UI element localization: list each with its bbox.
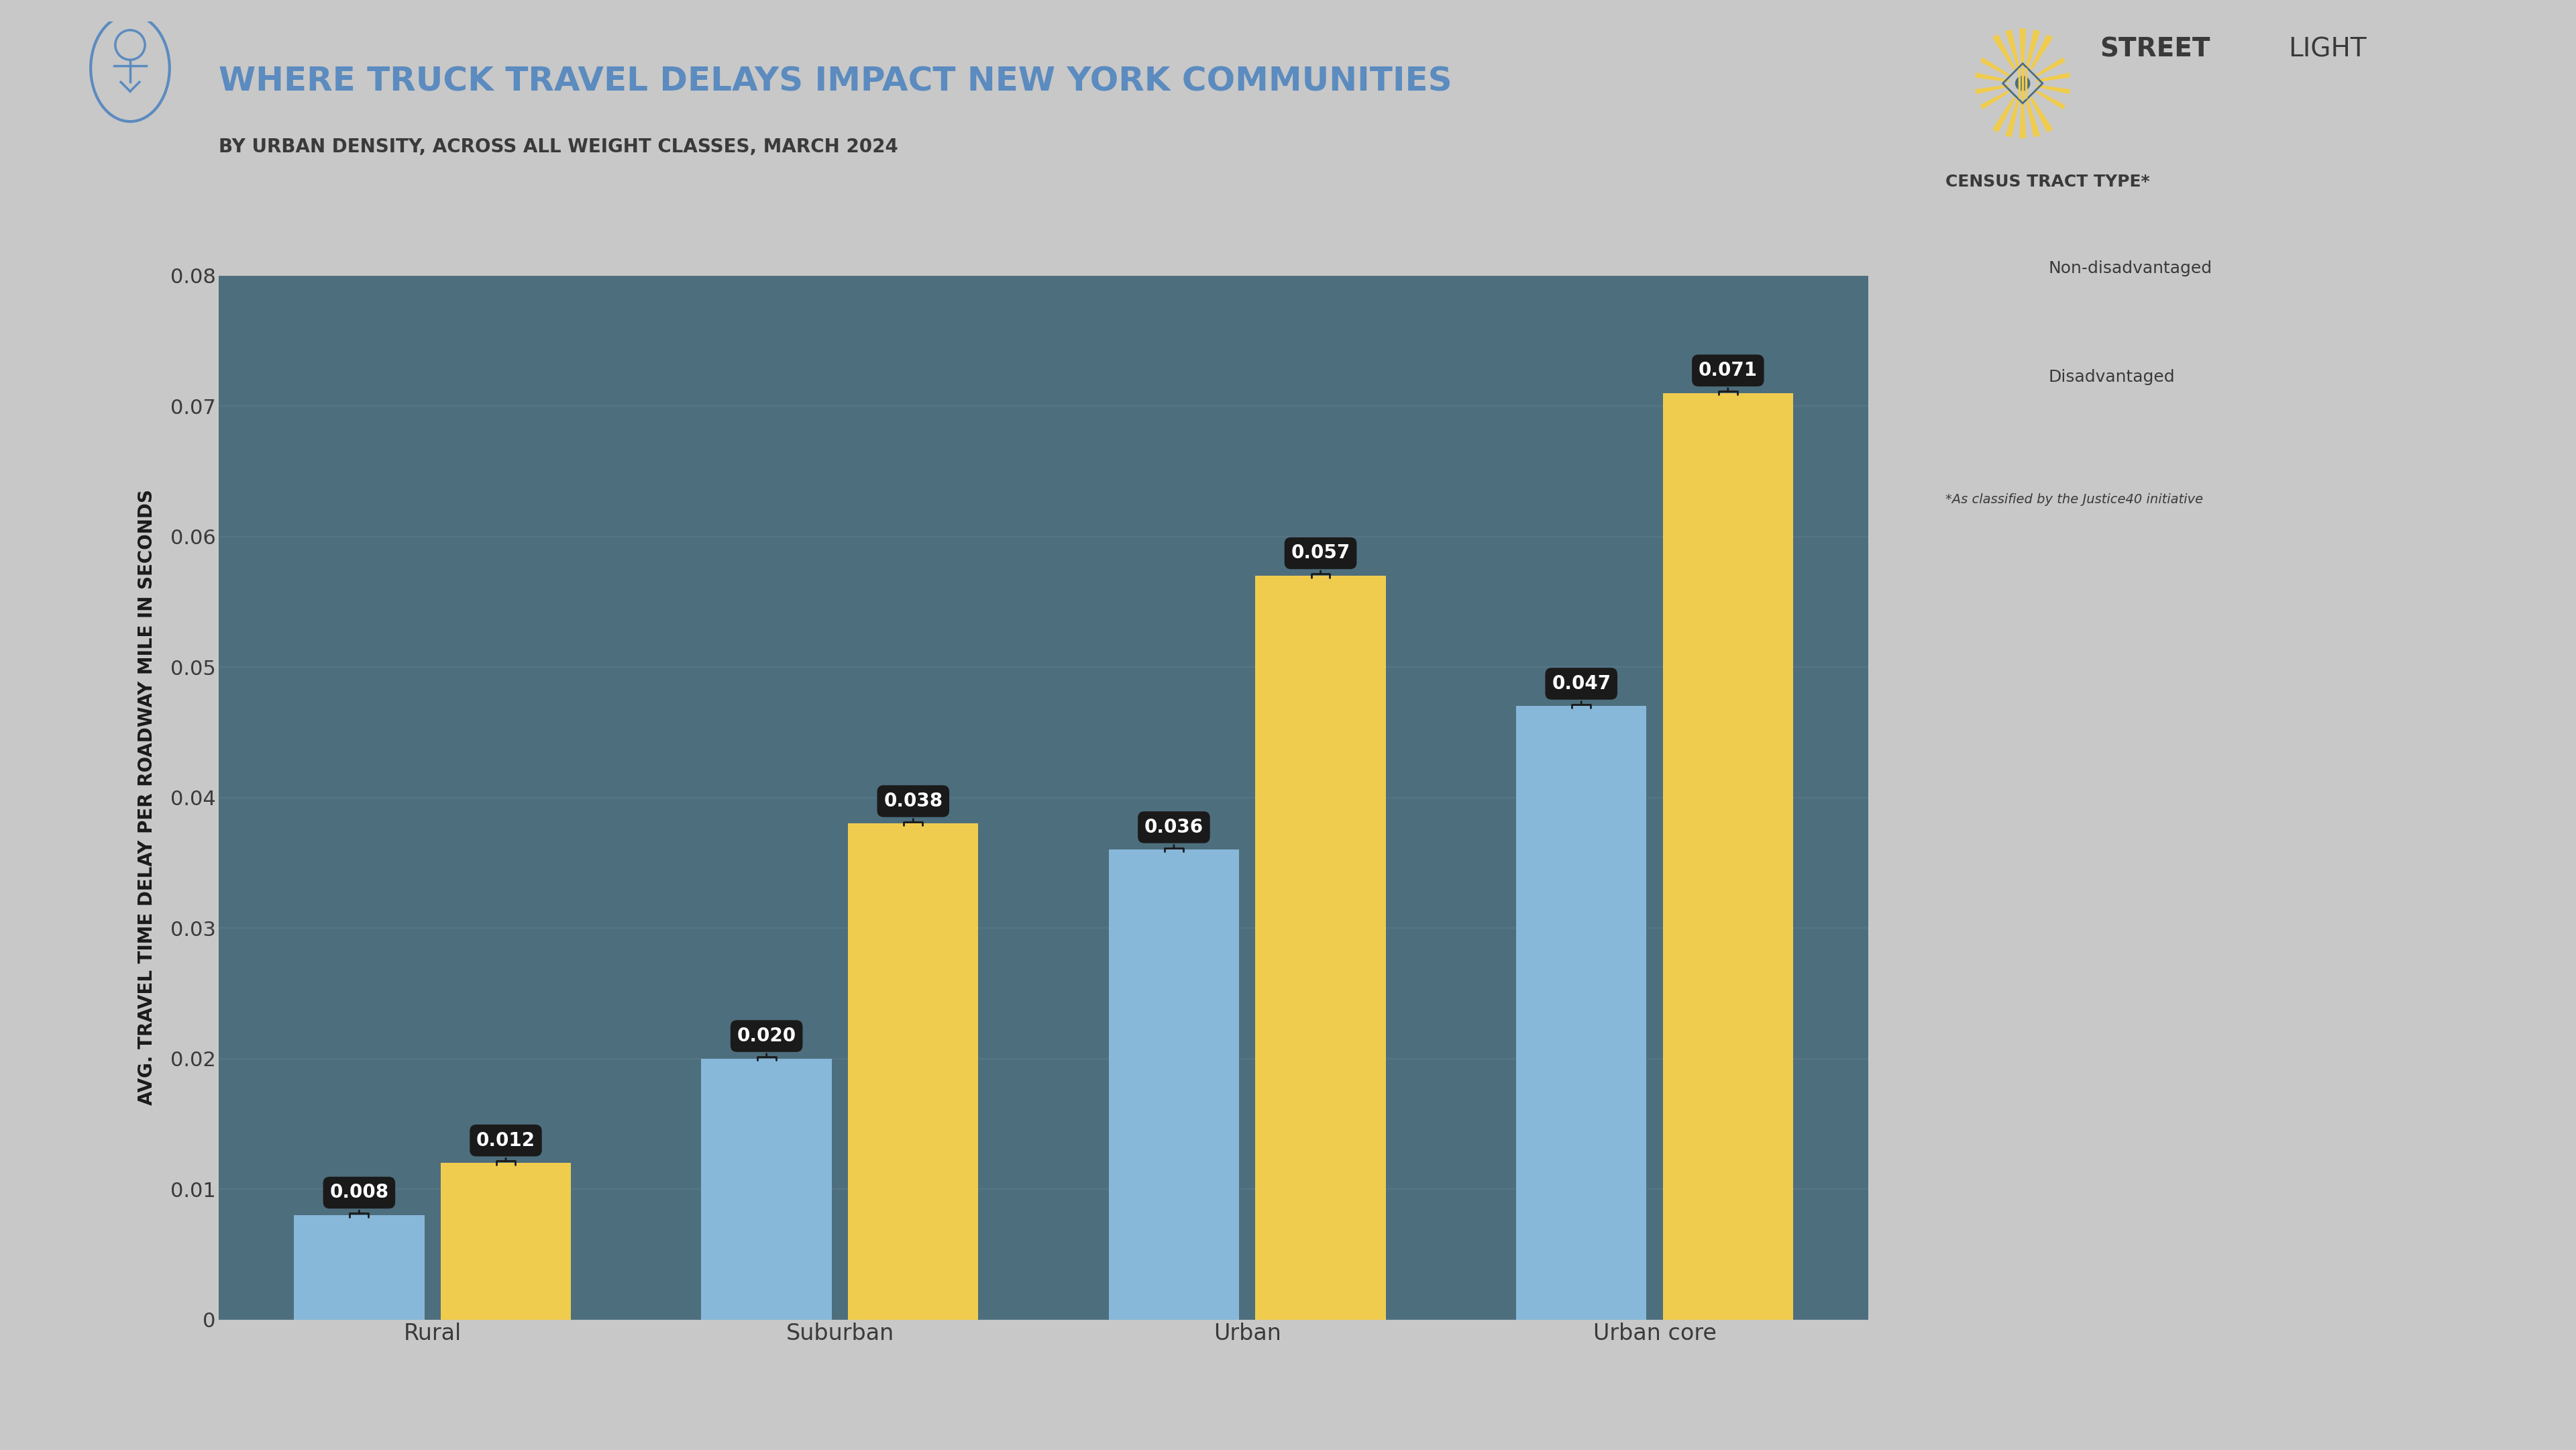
Wedge shape <box>1981 58 2009 77</box>
Wedge shape <box>2020 29 2025 67</box>
Text: Non-disadvantaged: Non-disadvantaged <box>2048 260 2213 277</box>
Wedge shape <box>1981 90 2009 109</box>
Bar <box>1515 706 1646 1320</box>
Text: STREET: STREET <box>2099 36 2210 62</box>
Bar <box>1662 393 1793 1320</box>
Text: 0.036: 0.036 <box>1144 818 1203 851</box>
Bar <box>440 1163 572 1320</box>
Circle shape <box>2014 77 2030 90</box>
Wedge shape <box>2020 100 2025 138</box>
Text: Disadvantaged: Disadvantaged <box>2048 368 2174 386</box>
Wedge shape <box>1991 97 2014 132</box>
Wedge shape <box>2035 86 2069 94</box>
Wedge shape <box>2030 97 2053 132</box>
Wedge shape <box>2035 73 2069 81</box>
Bar <box>848 824 979 1320</box>
Text: BY URBAN DENSITY, ACROSS ALL WEIGHT CLASSES, MARCH 2024: BY URBAN DENSITY, ACROSS ALL WEIGHT CLAS… <box>219 138 899 157</box>
Wedge shape <box>2030 35 2053 70</box>
Bar <box>1108 850 1239 1320</box>
Text: 0.020: 0.020 <box>737 1027 796 1060</box>
Text: 0.057: 0.057 <box>1291 544 1350 577</box>
Wedge shape <box>2004 99 2020 136</box>
Text: LIGHT: LIGHT <box>2287 36 2365 62</box>
Y-axis label: AVG. TRAVEL TIME DELAY PER ROADWAY MILE IN SECONDS: AVG. TRAVEL TIME DELAY PER ROADWAY MILE … <box>137 490 157 1105</box>
Wedge shape <box>1991 35 2014 70</box>
Bar <box>294 1215 425 1320</box>
Text: 0.012: 0.012 <box>477 1131 536 1164</box>
Wedge shape <box>2035 58 2063 77</box>
Text: WHERE TRUCK TRAVEL DELAYS IMPACT NEW YORK COMMUNITIES: WHERE TRUCK TRAVEL DELAYS IMPACT NEW YOR… <box>219 65 1453 97</box>
Text: *As classified by the Justice40 initiative: *As classified by the Justice40 initiati… <box>1945 493 2202 506</box>
Wedge shape <box>2035 90 2063 109</box>
Wedge shape <box>1976 73 2009 81</box>
Text: 0.038: 0.038 <box>884 792 943 825</box>
Wedge shape <box>2025 30 2040 68</box>
Text: 0.047: 0.047 <box>1551 674 1610 708</box>
Bar <box>1255 576 1386 1320</box>
Text: 0.071: 0.071 <box>1698 361 1757 394</box>
Text: CENSUS TRACT TYPE*: CENSUS TRACT TYPE* <box>1945 174 2148 190</box>
Text: 0.008: 0.008 <box>330 1183 389 1217</box>
Bar <box>701 1058 832 1320</box>
Wedge shape <box>2025 99 2040 136</box>
Wedge shape <box>1976 86 2009 94</box>
Wedge shape <box>2004 30 2020 68</box>
